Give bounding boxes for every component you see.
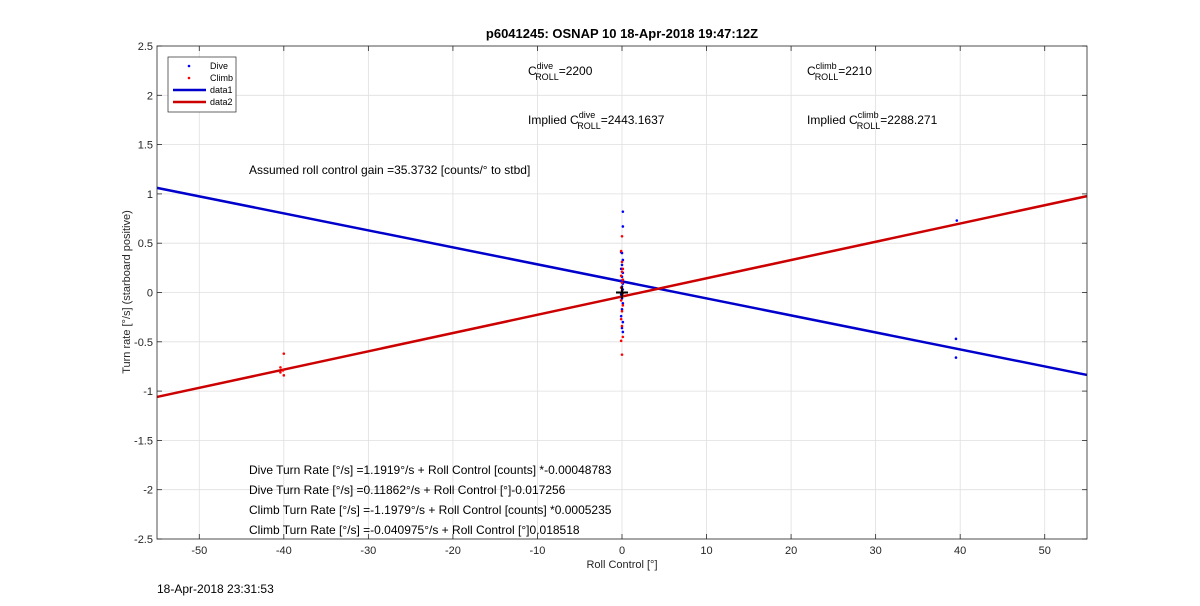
point-climb — [620, 353, 624, 356]
point-climb — [619, 274, 623, 278]
point-climb — [279, 366, 282, 369]
point-dive — [955, 219, 959, 222]
gain-annotation: Assumed roll control gain =35.3732 [coun… — [249, 163, 530, 177]
y-tick-label: 2 — [147, 90, 153, 102]
point-climb — [621, 335, 625, 339]
point-climb — [620, 281, 624, 284]
point-climb — [620, 260, 624, 264]
x-tick-label: 20 — [785, 545, 797, 557]
point-dive — [620, 251, 624, 255]
legend-label-data1: data1 — [210, 85, 233, 95]
x-tick-label: 0 — [619, 545, 625, 557]
point-climb — [621, 304, 625, 307]
y-tick-label: -2.5 — [134, 534, 153, 546]
legend-label-data2: data2 — [210, 97, 233, 107]
x-tick-label: -50 — [191, 545, 207, 557]
y-tick-label: 1 — [147, 189, 153, 201]
x-tick-label: 10 — [700, 545, 712, 557]
y-axis-label: Turn rate [°/s] (starboard positive) — [121, 210, 133, 374]
axis-ticks: -50 -40 -30 -20 -10 0 10 20 30 40 50-2.5-2-1.5-1-0… — [134, 41, 1087, 557]
y-tick-label: -1.5 — [134, 435, 153, 447]
legend-label-climb: Climb — [210, 73, 233, 83]
fit-text-dive-counts: Dive Turn Rate [°/s] =1.1919°/s + Roll C… — [249, 463, 612, 477]
x-tick-label: 40 — [954, 545, 966, 557]
point-climb — [619, 249, 623, 253]
point-climb — [619, 299, 623, 302]
point-climb — [619, 339, 623, 343]
point-dive — [954, 337, 958, 341]
point-dive — [621, 330, 625, 334]
x-tick-label: -30 — [360, 545, 376, 557]
point-dive — [620, 326, 624, 330]
chart-title: p6041245: OSNAP 10 18-Apr-2018 19:47:12Z — [486, 26, 758, 41]
y-tick-label: 0 — [147, 288, 153, 300]
legend: Dive Climb data1 data2 — [167, 56, 237, 113]
point-dive — [621, 320, 625, 324]
implied-dive-annotation: Implied Cdive ROLL=2443.1637 — [528, 110, 665, 131]
point-climb — [282, 374, 286, 377]
legend-marker-climb — [187, 76, 191, 80]
x-tick-label: -20 — [445, 545, 461, 557]
point-dive — [954, 356, 958, 359]
point-climb — [620, 234, 624, 238]
x-tick-label: 50 — [1039, 545, 1051, 557]
point-dive — [621, 302, 625, 305]
point-climb — [282, 352, 286, 355]
x-tick-label: -10 — [530, 545, 546, 557]
timestamp: 18-Apr-2018 23:31:53 — [157, 582, 274, 596]
x-tick-label: 30 — [870, 545, 882, 557]
point-climb — [619, 317, 623, 321]
point-dive — [621, 225, 625, 228]
point-climb — [621, 278, 625, 281]
point-climb — [620, 309, 624, 313]
y-tick-label: -2 — [143, 485, 153, 497]
fit-text-climb-counts: Climb Turn Rate [°/s] =-1.1979°/s + Roll… — [249, 503, 612, 517]
fit-text-climb-degrees: Climb Turn Rate [°/s] =-0.040975°/s + Ro… — [249, 523, 580, 537]
point-dive — [620, 307, 624, 311]
point-climb — [620, 270, 624, 274]
y-tick-label: 0.5 — [138, 238, 153, 250]
implied-climb-annotation: Implied Cclimb ROLL=2288.271 — [807, 110, 938, 131]
x-axis-label: Roll Control [°] — [586, 559, 657, 571]
point-climb — [621, 267, 625, 271]
x-tick-label: -40 — [276, 545, 292, 557]
y-tick-label: 1.5 — [138, 140, 153, 152]
c-roll-dive-annotation: Cdive ROLL=2200 — [528, 61, 593, 82]
y-tick-label: -1 — [143, 386, 153, 398]
y-tick-label: 2.5 — [138, 41, 153, 53]
point-dive — [621, 258, 625, 262]
y-tick-label: -0.5 — [134, 337, 153, 349]
point-dive — [621, 210, 625, 213]
fit-text-dive-degrees: Dive Turn Rate [°/s] =0.11862°/s + Roll … — [249, 483, 566, 497]
origin-marker — [616, 286, 628, 299]
point-climb — [279, 371, 282, 374]
point-dive — [620, 263, 624, 267]
point-dive — [619, 314, 623, 318]
legend-label-dive: Dive — [210, 61, 228, 71]
point-climb — [281, 369, 285, 372]
legend-marker-dive — [187, 64, 191, 68]
c-roll-climb-annotation: Cclimb ROLL=2210 — [807, 61, 872, 82]
point-climb — [620, 324, 624, 328]
